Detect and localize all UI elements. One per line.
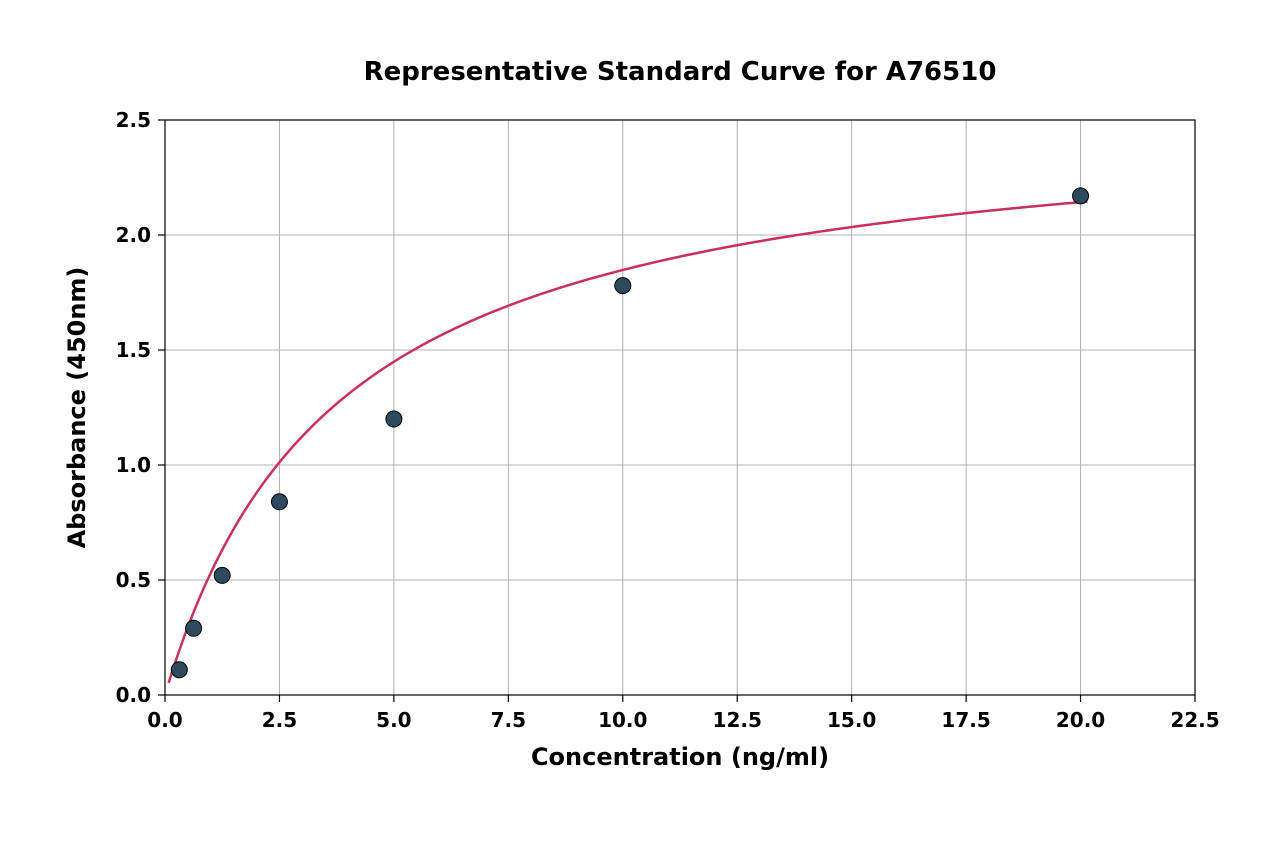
x-axis-label: Concentration (ng/ml) bbox=[531, 743, 829, 771]
y-axis-label: Absorbance (450nm) bbox=[63, 267, 91, 549]
x-tick-label: 10.0 bbox=[598, 708, 647, 732]
y-tick-label: 1.5 bbox=[116, 338, 151, 362]
data-point bbox=[271, 494, 287, 510]
data-point bbox=[171, 662, 187, 678]
y-tick-label: 1.0 bbox=[116, 453, 151, 477]
y-tick-label: 2.5 bbox=[116, 108, 151, 132]
x-tick-label: 5.0 bbox=[376, 708, 411, 732]
y-tick-label: 2.0 bbox=[116, 223, 151, 247]
data-point bbox=[214, 567, 230, 583]
x-tick-label: 15.0 bbox=[827, 708, 876, 732]
data-point bbox=[615, 278, 631, 294]
x-tick-label: 20.0 bbox=[1056, 708, 1105, 732]
y-tick-label: 0.5 bbox=[116, 568, 151, 592]
x-tick-label: 22.5 bbox=[1170, 708, 1219, 732]
x-tick-label: 12.5 bbox=[713, 708, 762, 732]
standard-curve-chart: 0.0 2.5 5.0 7.5 10.0 12.5 15.0 17.5 20.0 22.5 0.0 0… bbox=[0, 0, 1280, 845]
x-tick-label: 2.5 bbox=[262, 708, 297, 732]
y-tick-label: 0.0 bbox=[116, 683, 151, 707]
chart-title: Representative Standard Curve for A76510 bbox=[364, 57, 997, 87]
data-point bbox=[186, 620, 202, 636]
chart-container: 0.0 2.5 5.0 7.5 10.0 12.5 15.0 17.5 20.0 22.5 0.0 0… bbox=[0, 0, 1280, 845]
x-tick-label: 7.5 bbox=[491, 708, 526, 732]
x-tick-label: 17.5 bbox=[941, 708, 990, 732]
x-tick-label: 0.0 bbox=[147, 708, 182, 732]
data-point bbox=[386, 411, 402, 427]
data-point bbox=[1073, 188, 1089, 204]
